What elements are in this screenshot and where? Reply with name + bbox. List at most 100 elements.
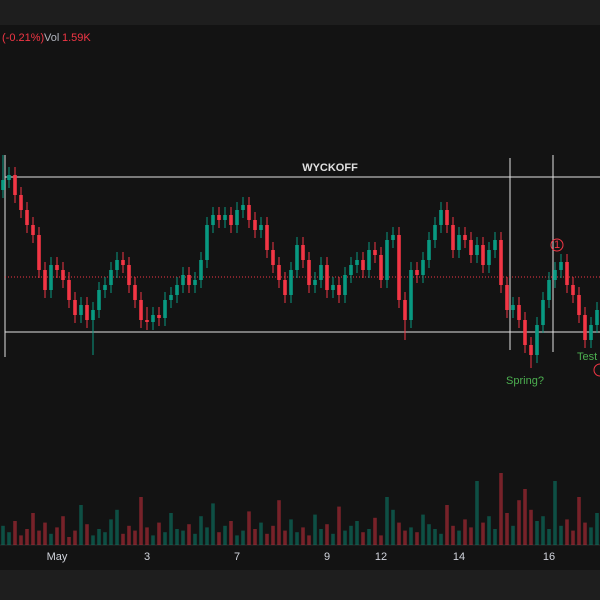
volume-bar [499,473,503,545]
volume-bar [79,505,83,545]
volume-bar [577,497,581,545]
candle-body [175,285,179,295]
candle-body [559,262,563,270]
candle-body [439,210,443,225]
candle-body [295,245,299,270]
candle-body [13,175,17,195]
volume-bar [31,513,35,545]
annotation: Test [577,351,597,363]
volume-bar [175,529,179,545]
candle-body [211,215,215,225]
volume-bar [139,497,143,545]
volume-bar [319,529,323,545]
volume-bar [97,529,101,545]
candle-body [523,320,527,345]
candle-body [379,255,383,280]
volume-bar [217,532,221,545]
candle-body [427,240,431,260]
volume-bar [427,524,431,545]
volume-bar [535,521,539,545]
volume-bar [85,524,89,545]
volume-bar [265,533,269,545]
candle-body [481,245,485,265]
volume-bar [55,527,59,545]
candle-body [349,265,353,275]
candle-body [391,235,395,240]
candle-body [529,345,533,355]
volume-bar [487,516,491,545]
volume-bar [307,535,311,545]
x-tick-label: 16 [543,551,555,563]
volume-bar [343,530,347,545]
volume-bar [25,529,29,545]
volume-bar [121,533,125,545]
candle-body [139,300,143,320]
volume-bar [151,535,155,545]
candle-body [469,240,473,255]
candle-body [25,210,29,225]
candle-body [475,245,479,255]
volume-bar [145,527,149,545]
candle-body [403,300,407,320]
volume-bar [379,535,383,545]
volume-bar [445,505,449,545]
x-tick-label: 9 [324,551,330,563]
candle-body [373,250,377,255]
x-tick-label: 3 [144,551,150,563]
candle-body [163,300,167,318]
candle-body [511,305,515,310]
candle-body [181,275,185,285]
volume-bar [529,509,533,545]
candle-body [547,280,551,300]
candle-body [127,265,131,285]
volume-bar [571,530,575,545]
volume-bar [421,514,425,545]
volume-bar [133,530,137,545]
candle-body [325,265,329,290]
volume-bar [397,522,401,545]
volume-bar [127,525,131,545]
marks: WYCKOFF May 3 7 9 12 14 16 [1,155,600,563]
volume-bar [409,527,413,545]
x-tick-label: May [47,551,68,563]
volume-bar [205,527,209,545]
volume-bar [211,503,215,545]
volume-bar [349,525,353,545]
volume-bar [469,527,473,545]
candle-body [247,205,251,220]
candle-body [385,240,389,280]
volume-bar [271,525,275,545]
candle-body [229,215,233,225]
candle-body [517,305,521,320]
candle-body [271,250,275,265]
volume-bar [433,529,437,545]
candle-body [397,235,401,300]
candle-body [115,260,119,270]
volume-bar [193,533,197,545]
candle-body [67,280,71,300]
candle-body [193,280,197,285]
candle-body [97,290,101,310]
volume-bar [103,532,107,545]
volume-bar [553,481,557,545]
candle-body [457,235,461,250]
volume-bar [373,517,377,545]
candle-body [31,225,35,235]
volume-bar [283,530,287,545]
candle-body [253,220,257,230]
candle-body [589,325,593,340]
candle-body [73,300,77,315]
volume-bar [187,524,191,545]
volume-bar [463,519,467,545]
x-tick-label: 7 [234,551,240,563]
annotation: 1 [554,239,560,251]
candle-body [121,260,125,265]
bottom-bar [0,570,600,600]
candle-body [367,250,371,270]
volume-bar [1,525,5,545]
candle-body [235,210,239,225]
volume-label: Vol [44,32,59,44]
volume-bar [583,522,587,545]
volume-bar [115,509,119,545]
candle-body [571,285,575,295]
